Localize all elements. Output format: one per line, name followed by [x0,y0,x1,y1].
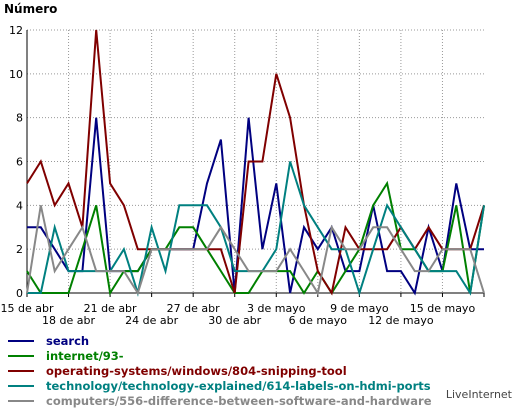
y-tick-label: 2 [16,243,23,256]
legend-label: technology/technology-explained/614-labe… [46,379,431,393]
x-tick-label: 3 de mayo [247,302,306,315]
legend-label: operating-systems/windows/804-snipping-t… [46,364,347,378]
legend-label: search [46,334,90,348]
brand-label: LiveInternet [445,388,512,401]
x-tick-label: 30 de abr [208,314,261,327]
y-tick-label: 10 [9,68,23,81]
legend-label: computers/556-difference-between-softwar… [46,394,432,408]
legend-swatch [8,400,34,402]
y-tick-label: 8 [16,112,23,125]
x-tick-label: 24 de abr [125,314,178,327]
y-axis-title: Número [4,2,58,16]
legend-swatch [8,355,34,357]
x-tick-label: 9 de mayo [330,302,389,315]
series-line-5 [26,205,485,296]
axes [26,30,485,297]
x-tick-label: 15 de mayo [410,302,476,315]
legend-swatch [8,370,34,372]
series-lines [26,29,485,297]
x-tick-label: 6 de mayo [289,314,348,327]
legend-swatch [8,385,34,387]
y-tick-label: 6 [16,156,23,169]
x-tick-label: 27 de abr [167,302,220,315]
x-tick-label: 12 de mayo [368,314,434,327]
x-tick-label: 15 de abr [1,302,54,315]
y-tick-label: 0 [16,287,23,300]
series-line-2 [26,180,485,296]
series-line-3 [26,29,485,296]
x-tick-label: 21 de abr [84,302,137,315]
legend-label: internet/93- [46,349,124,363]
series-line-1 [27,117,484,296]
y-tick-labels: 0 2 4 6 8 10 12 [9,24,23,300]
x-tick-label: 18 de abr [42,314,95,327]
y-tick-label: 4 [16,199,23,212]
legend-swatch [8,340,34,342]
y-tick-label: 12 [9,24,23,37]
